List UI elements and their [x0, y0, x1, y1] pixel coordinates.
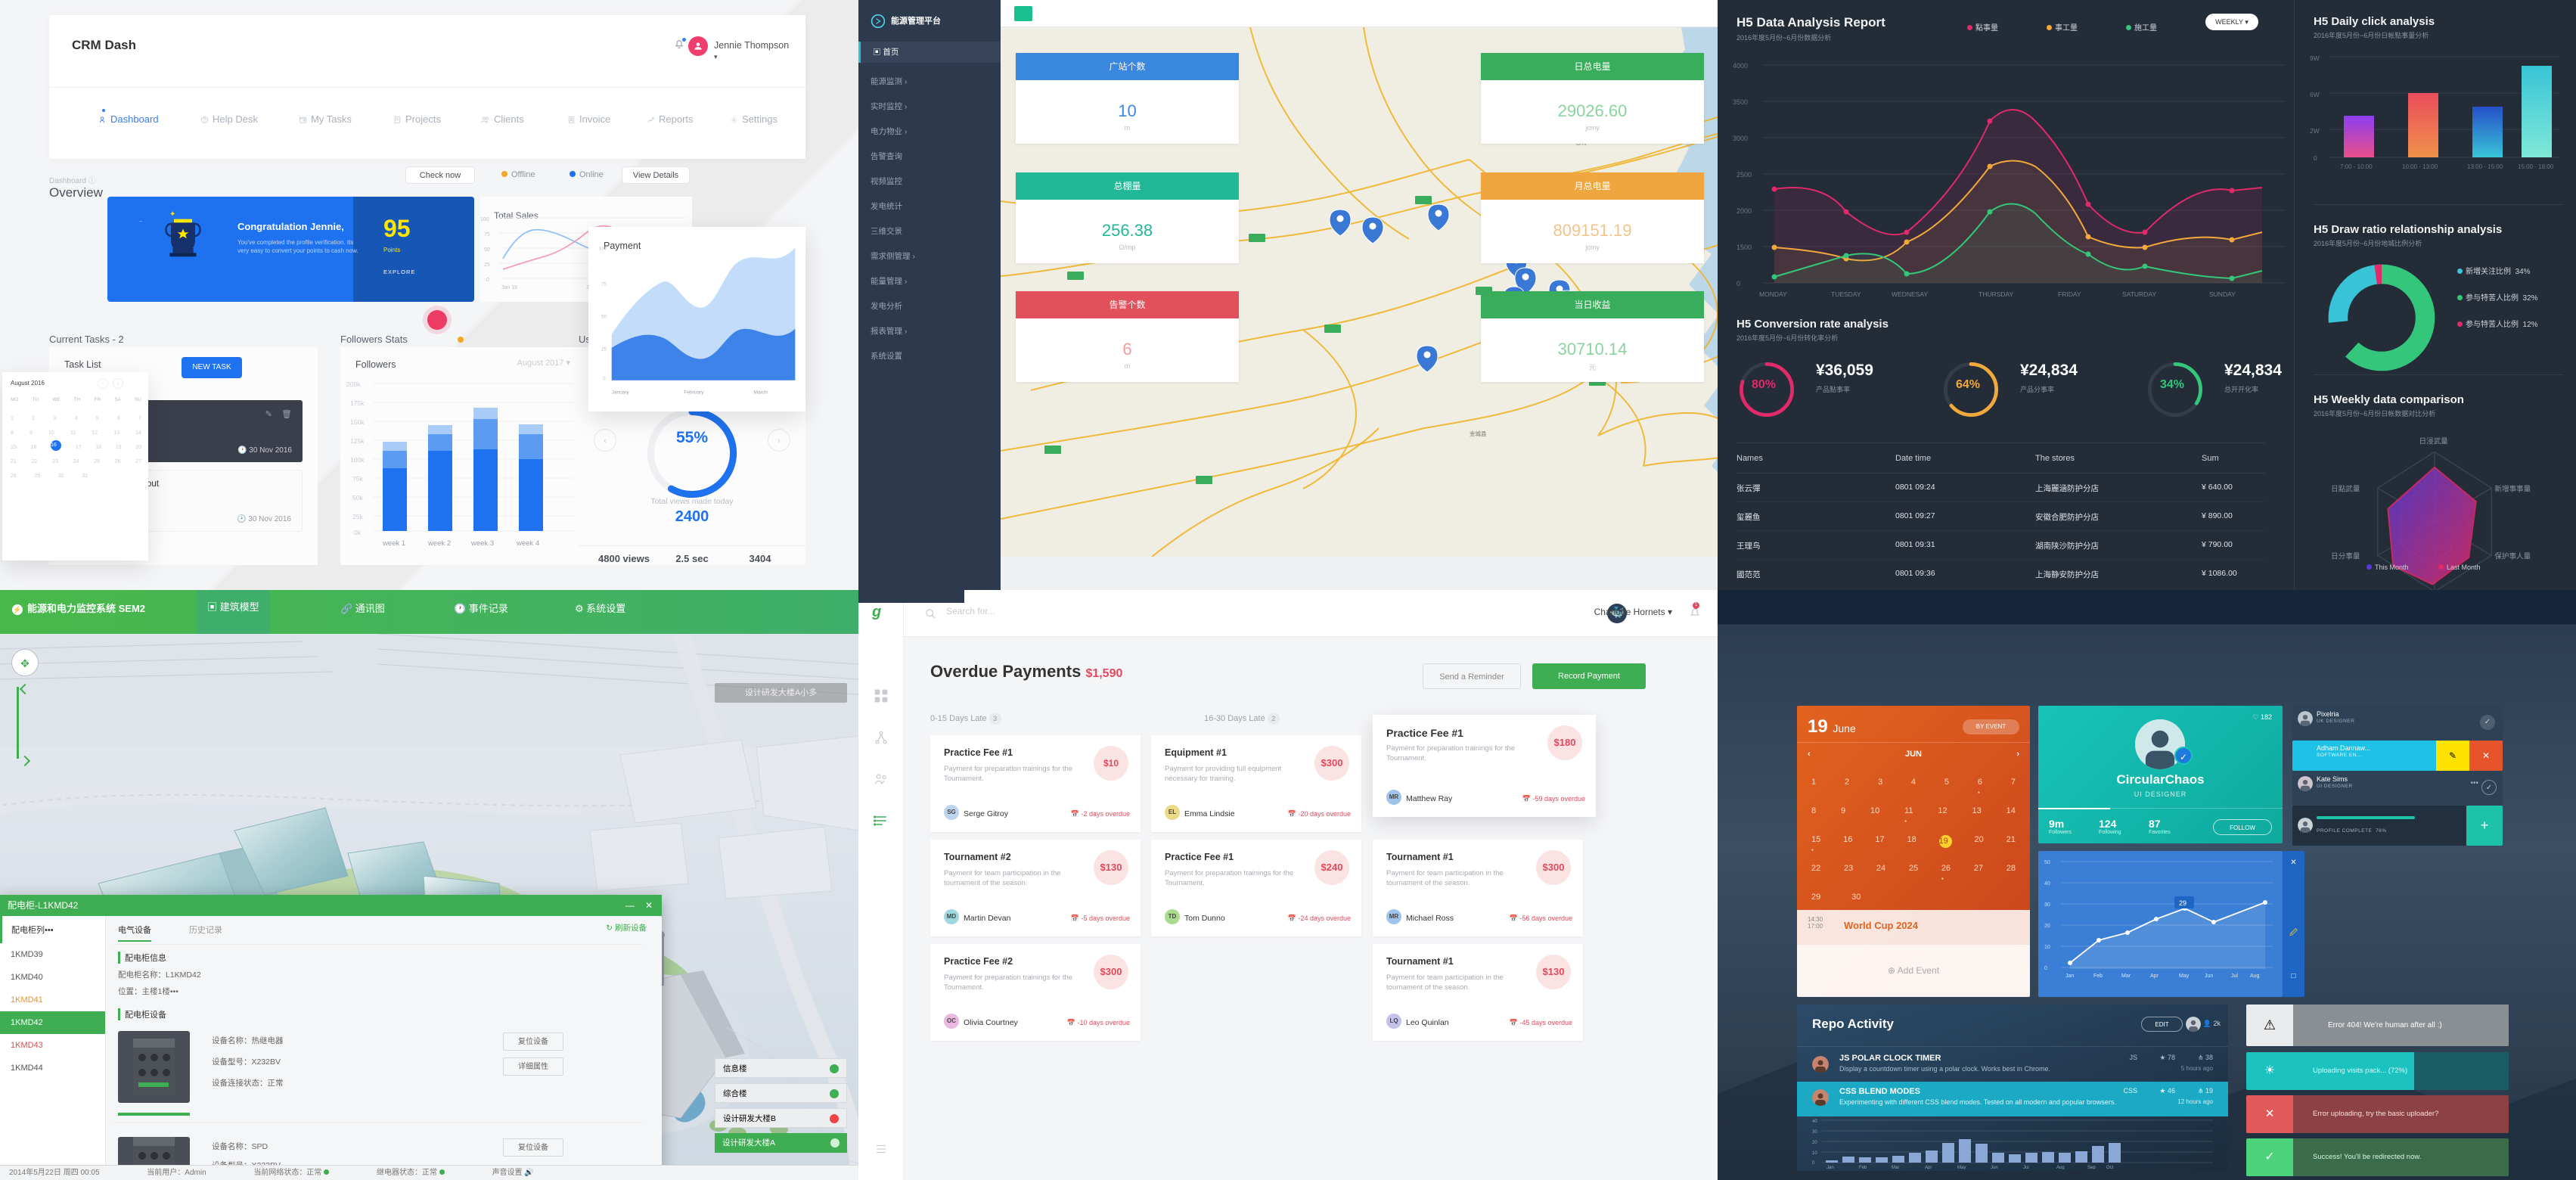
svg-text:200k: 200k — [346, 380, 361, 388]
svg-text:10: 10 — [1812, 1151, 1817, 1156]
svg-text:week 4: week 4 — [516, 539, 539, 548]
svg-text:75: 75 — [484, 232, 490, 238]
svg-text:0k: 0k — [354, 529, 362, 536]
svg-text:Aug: Aug — [2250, 974, 2260, 979]
svg-text:9W: 9W — [2310, 54, 2320, 62]
svg-text:125k: 125k — [350, 437, 365, 445]
svg-text:2W: 2W — [2310, 127, 2320, 135]
svg-text:0: 0 — [603, 377, 606, 382]
svg-text:Jun: Jun — [1991, 1166, 1998, 1169]
svg-text:20: 20 — [2044, 924, 2050, 929]
svg-text:Jul: Jul — [2231, 974, 2238, 979]
svg-text:日分事量: 日分事量 — [2331, 551, 2360, 560]
svg-text:6W: 6W — [2310, 91, 2320, 98]
svg-text:March: March — [754, 390, 768, 396]
svg-text:13:00 - 15:00: 13:00 - 15:00 — [2467, 163, 2503, 170]
svg-text:15:00 - 18:00: 15:00 - 18:00 — [2518, 163, 2554, 170]
svg-text:May: May — [1957, 1166, 1966, 1169]
svg-text:0: 0 — [2044, 966, 2047, 971]
svg-text:40: 40 — [2044, 881, 2050, 887]
svg-text:50: 50 — [2044, 860, 2050, 865]
svg-text:75: 75 — [601, 281, 607, 287]
svg-text:0: 0 — [486, 278, 489, 283]
svg-text:100k: 100k — [350, 456, 365, 464]
svg-text:SUNDAY: SUNDAY — [2209, 290, 2236, 298]
svg-text:0: 0 — [1736, 280, 1740, 287]
svg-text:29: 29 — [2179, 899, 2186, 907]
svg-text:20: 20 — [1812, 1141, 1817, 1145]
svg-text:week 3: week 3 — [470, 539, 494, 548]
svg-text:week 1: week 1 — [382, 539, 405, 548]
svg-text:May: May — [2179, 974, 2190, 979]
svg-text:175k: 175k — [350, 399, 365, 407]
svg-text:Oct: Oct — [2106, 1166, 2114, 1169]
svg-text:50k: 50k — [352, 494, 363, 502]
svg-text:25: 25 — [601, 346, 607, 352]
svg-text:Feb: Feb — [2093, 974, 2103, 979]
svg-text:75k: 75k — [352, 475, 363, 483]
svg-text:100: 100 — [599, 247, 607, 252]
svg-text:40: 40 — [1812, 1119, 1817, 1124]
svg-text:25: 25 — [484, 262, 490, 268]
svg-text:Jan 18: Jan 18 — [501, 285, 517, 290]
svg-text:0: 0 — [1812, 1161, 1815, 1166]
svg-text:2500: 2500 — [1736, 171, 1752, 179]
svg-text:Apr: Apr — [1925, 1166, 1932, 1169]
svg-text:新増事事量: 新増事事量 — [2494, 484, 2531, 493]
svg-text:FRIDAY: FRIDAY — [2058, 290, 2081, 298]
svg-text:THURSDAY: THURSDAY — [1979, 290, 2013, 298]
svg-text:30: 30 — [2044, 902, 2050, 908]
svg-text:TUESDAY: TUESDAY — [1831, 290, 1861, 298]
svg-text:7:00 - 10:00: 7:00 - 10:00 — [2340, 163, 2373, 170]
svg-text:Apr: Apr — [2150, 974, 2159, 979]
svg-text:MONDAY: MONDAY — [1759, 290, 1787, 298]
svg-text:Feb: Feb — [1859, 1166, 1867, 1169]
svg-text:3000: 3000 — [1733, 135, 1748, 142]
svg-text:Jan: Jan — [2065, 974, 2074, 979]
svg-text:30: 30 — [1812, 1130, 1817, 1135]
svg-text:10: 10 — [2044, 945, 2050, 950]
svg-text:金城县: 金城县 — [1470, 430, 1487, 437]
svg-text:150k: 150k — [350, 418, 365, 426]
svg-text:2000: 2000 — [1736, 207, 1752, 215]
svg-text:3500: 3500 — [1733, 98, 1748, 106]
svg-text:Mar: Mar — [1892, 1166, 1899, 1169]
svg-text:4000: 4000 — [1733, 62, 1748, 70]
svg-text:Jul: Jul — [2023, 1166, 2029, 1169]
svg-text:Jan: Jan — [1826, 1166, 1834, 1169]
svg-text:week 2: week 2 — [427, 539, 451, 548]
svg-text:50: 50 — [484, 247, 490, 253]
svg-text:Jun: Jun — [2205, 974, 2213, 979]
svg-text:1500: 1500 — [1736, 244, 1752, 251]
svg-text:保护事人量: 保护事人量 — [2494, 551, 2531, 560]
svg-text:日點武量: 日點武量 — [2331, 484, 2360, 493]
svg-text:日浸武量: 日浸武量 — [2419, 436, 2448, 446]
svg-text:January: January — [612, 390, 630, 396]
svg-text:50: 50 — [601, 314, 607, 319]
svg-text:10:00 - 13:00: 10:00 - 13:00 — [2402, 163, 2438, 170]
svg-text:0: 0 — [2314, 154, 2317, 162]
svg-text:Sep: Sep — [2087, 1166, 2096, 1169]
svg-text:WEDNESAY: WEDNESAY — [1892, 290, 1928, 298]
svg-text:25k: 25k — [352, 513, 363, 520]
svg-text:February: February — [684, 390, 704, 396]
svg-text:SATURDAY: SATURDAY — [2122, 290, 2156, 298]
svg-text:Aug: Aug — [2056, 1166, 2065, 1169]
svg-text:100: 100 — [480, 217, 489, 222]
svg-text:Mar: Mar — [2121, 974, 2131, 979]
